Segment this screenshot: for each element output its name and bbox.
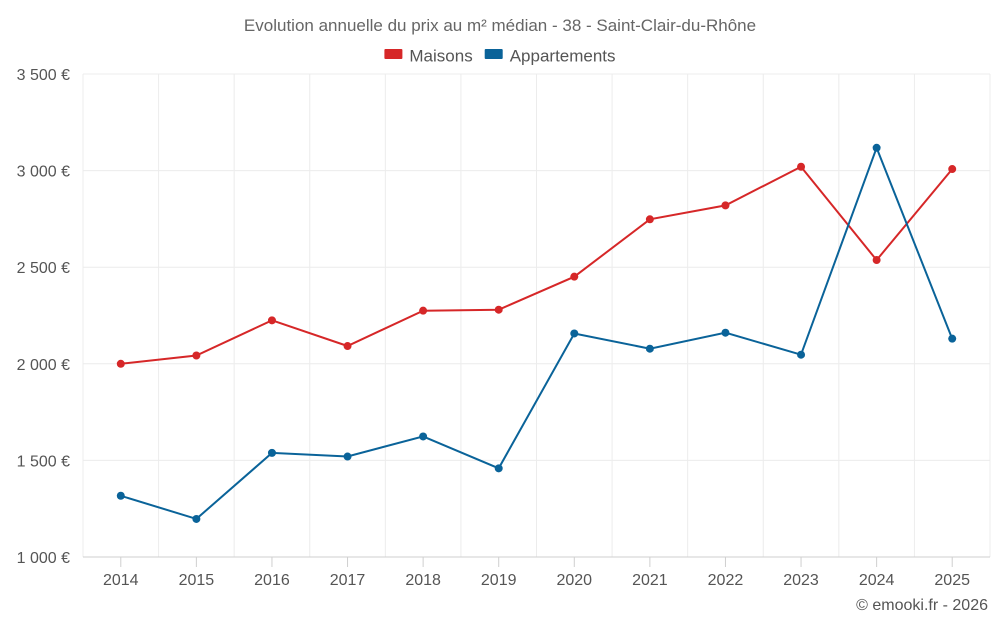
- data-point-maisons: [343, 342, 352, 351]
- series-line-maisons: [120, 165, 953, 365]
- x-tick-label: 2019: [481, 572, 517, 589]
- y-tick-label: 2 500 €: [17, 260, 70, 277]
- data-point-maisons: [116, 359, 125, 368]
- y-tick-label: 2 000 €: [17, 357, 70, 374]
- data-point-appartements: [116, 491, 125, 500]
- x-tick-label: 2016: [254, 572, 290, 589]
- x-tick-label: 2024: [859, 572, 895, 589]
- chart-title: Evolution annuelle du prix au m² médian …: [244, 16, 756, 35]
- data-point-appartements: [797, 350, 806, 359]
- legend-label: Appartements: [510, 46, 616, 65]
- data-point-appartements: [570, 329, 579, 338]
- legend-label: Maisons: [409, 46, 472, 65]
- data-point-appartements: [948, 334, 957, 343]
- x-tick-label: 2020: [556, 572, 592, 589]
- x-tick-label: 2017: [330, 572, 366, 589]
- data-point-maisons: [267, 316, 276, 325]
- data-point-maisons: [570, 272, 579, 281]
- data-point-maisons: [192, 351, 201, 360]
- legend-item-appartements: Appartements: [484, 46, 616, 65]
- data-point-maisons: [419, 306, 428, 315]
- x-tick-label: 2018: [405, 572, 441, 589]
- data-point-appartements: [645, 344, 654, 353]
- data-point-maisons: [721, 201, 730, 210]
- x-tick-label: 2025: [934, 572, 970, 589]
- x-tick-label: 2023: [783, 572, 819, 589]
- grid-lines: [82, 73, 991, 557]
- y-tick-label: 3 000 €: [17, 164, 70, 181]
- data-point-maisons: [948, 165, 957, 174]
- y-tick-label: 3 500 €: [17, 67, 70, 84]
- y-axis: 1 000 € 1 500 € 2 000 € 2 500 € 3 000 € 3 500…: [17, 67, 70, 567]
- legend-swatch: [384, 49, 403, 59]
- series-group: [116, 143, 957, 523]
- x-axis: 2014 2015 2016 2017 2018 2019 2020 2021 2022 2023…: [83, 556, 990, 589]
- x-tick-label: 2022: [708, 572, 744, 589]
- data-point-appartements: [343, 452, 352, 461]
- data-point-appartements: [872, 143, 881, 152]
- y-tick-label: 1 500 €: [17, 453, 70, 470]
- x-tick-label: 2015: [179, 572, 215, 589]
- data-point-appartements: [494, 464, 503, 473]
- data-point-appartements: [419, 432, 428, 441]
- series-line-appartements: [120, 144, 954, 521]
- data-point-maisons: [494, 305, 503, 314]
- data-point-appartements: [267, 448, 276, 457]
- data-point-maisons: [797, 162, 806, 171]
- y-tick-label: 1 000 €: [17, 550, 70, 567]
- data-point-appartements: [721, 328, 730, 337]
- legend: Maisons Appartements: [384, 46, 616, 65]
- data-point-appartements: [192, 514, 201, 523]
- legend-item-maisons: Maisons: [384, 46, 473, 65]
- data-point-maisons: [645, 215, 654, 224]
- data-point-maisons: [872, 256, 881, 265]
- x-tick-label: 2021: [632, 572, 668, 589]
- legend-swatch: [484, 49, 503, 59]
- credit-text: © emooki.fr - 2026: [856, 597, 988, 614]
- x-tick-label: 2014: [103, 572, 139, 589]
